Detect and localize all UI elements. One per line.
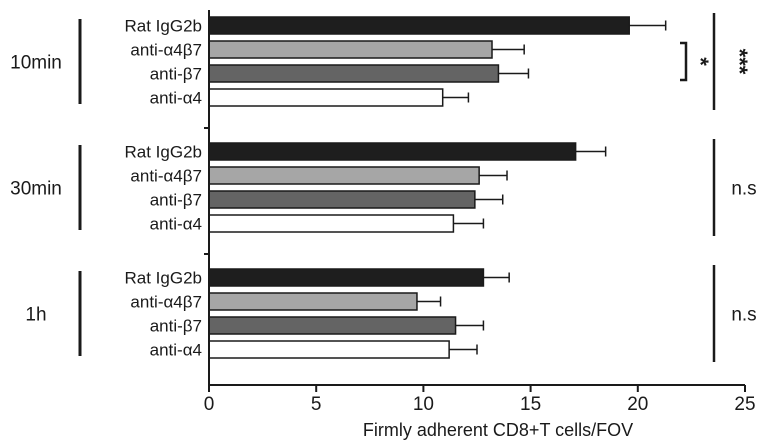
bar xyxy=(208,268,485,287)
x-tick-label: 5 xyxy=(311,394,322,415)
category-label: anti-α4 xyxy=(150,89,202,108)
category-label: anti-β7 xyxy=(150,191,202,210)
category-labels-layer: Rat IgG2b anti-α4β7 anti-β7 anti-α4 Rat IgG2… xyxy=(125,17,203,360)
bar xyxy=(208,340,450,359)
significance-bracket xyxy=(680,41,688,82)
category-label: anti-α4 xyxy=(150,215,202,234)
x-tick-label: 10 xyxy=(413,394,434,415)
significance-label: n.s xyxy=(731,305,756,326)
category-label: anti-β7 xyxy=(150,65,202,84)
significance-label: *** xyxy=(727,49,752,75)
x-tick-label: 25 xyxy=(734,394,755,415)
x-ticks-layer: 0 5 10 15 20 25 xyxy=(204,127,756,415)
x-tick-label: 0 xyxy=(204,394,215,415)
category-label: anti-α4β7 xyxy=(130,41,202,60)
category-label: anti-α4β7 xyxy=(130,167,202,186)
bar xyxy=(208,142,577,161)
category-label: Rat IgG2b xyxy=(125,269,203,288)
bar xyxy=(208,190,476,209)
x-axis xyxy=(208,10,745,386)
group-labels-layer: 10min 30min 1h xyxy=(10,19,82,356)
bar xyxy=(208,88,444,107)
category-label: anti-α4 xyxy=(150,341,202,360)
x-tick-label: 20 xyxy=(627,394,648,415)
group-label: 30min xyxy=(10,179,62,200)
significance-label: n.s xyxy=(731,179,756,200)
x-axis-label: Firmly adherent CD8+T cells/FOV xyxy=(363,420,633,440)
bar xyxy=(208,16,630,35)
significance-annotations-layer: * ***n.sn.s xyxy=(680,13,757,362)
group-label: 1h xyxy=(25,305,46,326)
bar xyxy=(208,40,493,59)
bars-layer xyxy=(208,16,630,359)
group-label: 10min xyxy=(10,53,62,74)
bar xyxy=(208,214,455,233)
category-label: Rat IgG2b xyxy=(125,143,203,162)
bar xyxy=(208,64,500,83)
category-label: anti-α4β7 xyxy=(130,293,202,312)
bar xyxy=(208,292,418,311)
significance-label: * xyxy=(688,57,713,66)
category-label: anti-β7 xyxy=(150,317,202,336)
bar xyxy=(208,166,480,185)
x-tick-label: 15 xyxy=(520,394,541,415)
error-bars-layer xyxy=(416,20,667,355)
bar xyxy=(208,316,457,335)
category-label: Rat IgG2b xyxy=(125,17,203,36)
